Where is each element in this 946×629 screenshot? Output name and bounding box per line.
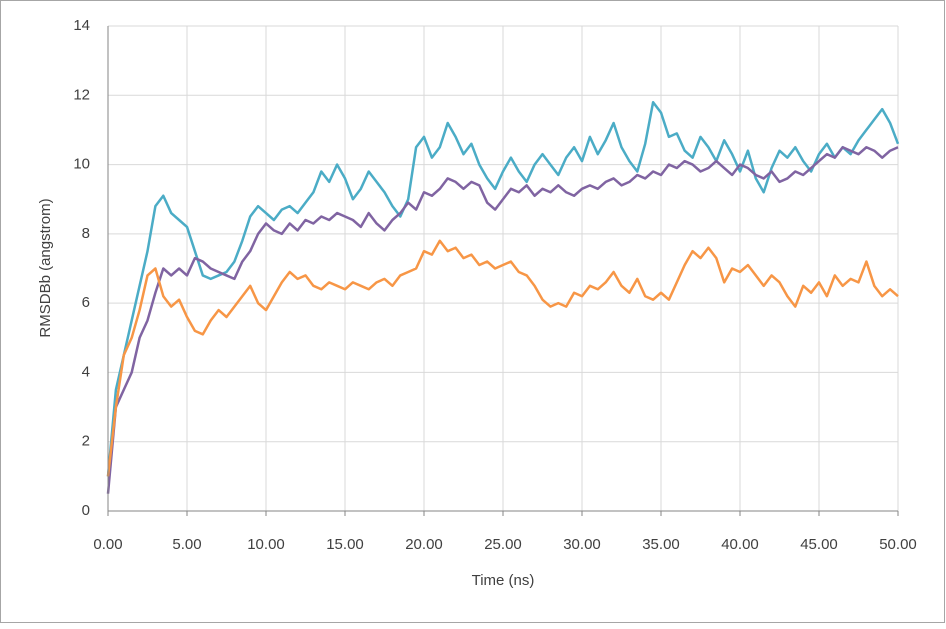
y-tick-label: 4 (82, 363, 90, 380)
y-axis-title: RMSDBb (angstrom) (37, 198, 54, 337)
x-tick-label: 0.00 (93, 536, 122, 553)
axes: 0 2 4 6 8 10 12 14 0.00 5.00 10.00 15.00 20.00 25.00 3… (73, 17, 916, 553)
x-tick-label: 5.00 (172, 536, 201, 553)
x-tick-label: 30.00 (563, 536, 601, 553)
y-tick-label: 14 (73, 17, 90, 34)
x-tick-label: 50.00 (879, 536, 917, 553)
series-line (106, 239, 899, 477)
y-tick-label: 2 (82, 433, 90, 450)
x-tick-label: 10.00 (247, 536, 285, 553)
y-tick-label: 8 (82, 225, 90, 242)
grid (107, 25, 899, 512)
x-tick-label: 45.00 (800, 536, 838, 553)
series-line (106, 100, 900, 477)
x-axis-title: Time (ns) (472, 572, 535, 589)
y-tick-label: 12 (73, 86, 90, 103)
y-tick-label: 10 (73, 156, 90, 173)
x-tick-label: 40.00 (721, 536, 759, 553)
y-tick-label: 6 (82, 294, 90, 311)
y-tick-label: 0 (82, 502, 90, 519)
x-tick-label: 20.00 (405, 536, 443, 553)
x-tick-label: 25.00 (484, 536, 522, 553)
x-tick-label: 15.00 (326, 536, 364, 553)
lines (106, 100, 900, 494)
series-line (106, 146, 899, 494)
x-tick-label: 35.00 (642, 536, 680, 553)
